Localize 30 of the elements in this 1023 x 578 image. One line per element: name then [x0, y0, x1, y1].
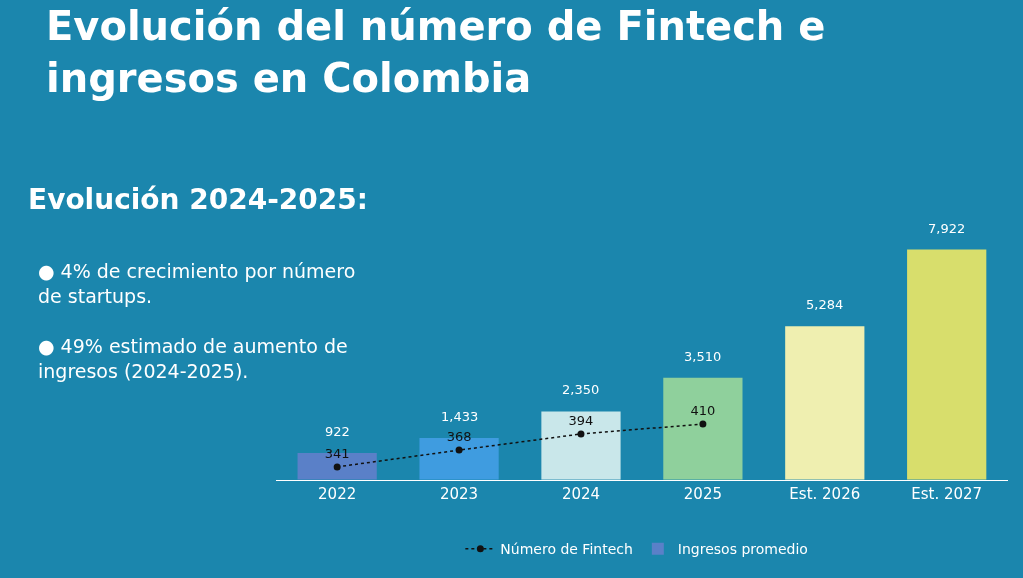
bar: [785, 326, 865, 480]
bar: [663, 377, 743, 480]
chart-title: Evolución del número de Fintech e ingresos en Colombia: [46, 3, 826, 102]
point: [699, 420, 707, 428]
annotation: ● 4% de crecimiento por número de startups.: [38, 260, 356, 307]
chart-subtitle: Evolución 2024-2025:: [28, 183, 368, 216]
data-label: 1,433: [441, 409, 479, 424]
bar: [907, 249, 987, 480]
x-tick-label: Est. 2027: [911, 484, 983, 503]
x-tick-label: 2024: [561, 484, 601, 503]
bar: [541, 411, 621, 480]
point: [455, 446, 463, 454]
x-tick-label: Est. 2026: [789, 484, 861, 503]
annotation: ● 49% estimado de aumento de ingresos (2024-2025).: [38, 335, 348, 382]
data-label: 922: [325, 424, 350, 439]
legend-label: Número de Fintech: [500, 541, 633, 558]
data-label: 368: [446, 429, 472, 445]
point: [577, 430, 585, 438]
data-label: 410: [690, 403, 716, 419]
legend-label: Ingresos promedio: [677, 541, 808, 558]
data-label: 7,922: [928, 221, 966, 236]
point: [333, 463, 341, 471]
x-tick-label: 2022: [318, 484, 357, 503]
data-label: 5,284: [806, 297, 844, 312]
x-tick-label: 2023: [439, 484, 479, 503]
data-label: 394: [568, 413, 594, 429]
data-label: 341: [324, 446, 350, 462]
x-tick-label: 2025: [683, 484, 722, 503]
data-label: 3,510: [684, 349, 722, 364]
data-label: 2,350: [562, 382, 600, 397]
